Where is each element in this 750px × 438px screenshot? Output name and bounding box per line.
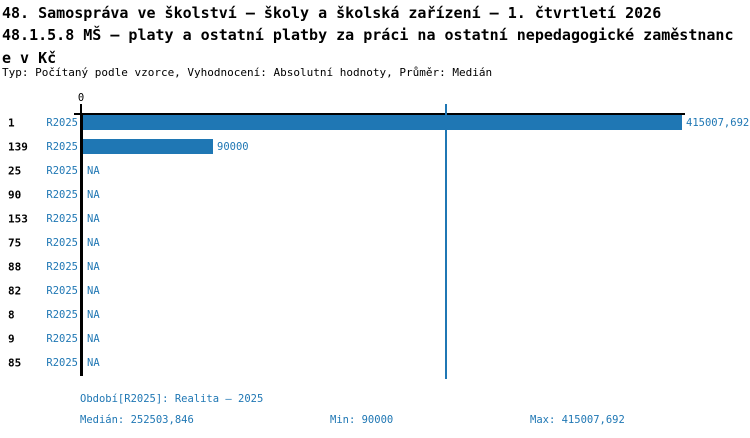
- chart-row: 8 R2025 NA: [0, 303, 750, 327]
- row-value-label: NA: [87, 333, 100, 345]
- x-axis-line: [74, 113, 685, 115]
- footer-median: Medián: 252503,846: [80, 414, 194, 426]
- chart-row: 88 R2025 NA: [0, 255, 750, 279]
- chart-row: 153 R2025 NA: [0, 207, 750, 231]
- row-category: 9: [8, 332, 15, 346]
- chart-row: 85 R2025 NA: [0, 351, 750, 375]
- row-category: 85: [8, 356, 22, 370]
- row-series-label: R2025: [46, 237, 78, 249]
- row-category: 139: [8, 140, 28, 154]
- footer-period: Období[R2025]: Realita – 2025: [80, 393, 264, 405]
- row-value-label: NA: [87, 261, 100, 273]
- chart-row: 25 R2025 NA: [0, 159, 750, 183]
- row-series-label: R2025: [46, 333, 78, 345]
- row-category: 75: [8, 236, 22, 250]
- x-axis-origin-tick: [80, 104, 82, 114]
- row-category: 90: [8, 188, 22, 202]
- footer-max: Max: 415007,692: [530, 414, 625, 426]
- row-value-label: NA: [87, 165, 100, 177]
- row-value-label: NA: [87, 237, 100, 249]
- row-value-label: NA: [87, 357, 100, 369]
- row-category: 25: [8, 164, 22, 178]
- row-category: 82: [8, 284, 22, 298]
- row-category: 8: [8, 308, 15, 322]
- median-marker-line: [445, 104, 447, 379]
- row-value-label: 90000: [217, 141, 249, 153]
- chart-row: 90 R2025 NA: [0, 183, 750, 207]
- row-value-label: NA: [87, 309, 100, 321]
- chart-row: 139 R2025 90000: [0, 135, 750, 159]
- chart-row: 75 R2025 NA: [0, 231, 750, 255]
- row-value-label: NA: [87, 285, 100, 297]
- row-category: 88: [8, 260, 22, 274]
- row-value-label: NA: [87, 189, 100, 201]
- chart-title-line3: e v Kč: [2, 49, 57, 67]
- row-series-label: R2025: [46, 357, 78, 369]
- row-bar: [83, 115, 682, 130]
- row-series-label: R2025: [46, 285, 78, 297]
- chart-row: 9 R2025 NA: [0, 327, 750, 351]
- row-bar: [83, 139, 213, 154]
- row-series-label: R2025: [46, 189, 78, 201]
- chart-row: 1 R2025 415007,692: [0, 111, 750, 135]
- row-value-label: NA: [87, 213, 100, 225]
- chart-type-subtitle: Typ: Počítaný podle vzorce, Vyhodnocení:…: [2, 66, 493, 79]
- row-series-label: R2025: [46, 165, 78, 177]
- row-series-label: R2025: [46, 213, 78, 225]
- chart-row: 82 R2025 NA: [0, 279, 750, 303]
- row-series-label: R2025: [46, 117, 78, 129]
- chart-rows: 1 R2025 415007,692 139 R2025 90000 25 R2…: [0, 111, 750, 375]
- row-series-label: R2025: [46, 261, 78, 273]
- row-series-label: R2025: [46, 309, 78, 321]
- row-value-label: 415007,692: [686, 117, 750, 129]
- chart-title-line1: 48. Samospráva ve školství – školy a ško…: [2, 4, 662, 22]
- footer-min: Min: 90000: [330, 414, 394, 426]
- row-series-label: R2025: [46, 141, 78, 153]
- chart-title-line2: 48.1.5.8 MŠ – platy a ostatní platby za …: [2, 26, 734, 44]
- row-category: 1: [8, 116, 15, 130]
- x-axis-origin-label: 0: [77, 92, 85, 104]
- y-axis-line: [80, 113, 83, 376]
- row-category: 153: [8, 212, 28, 226]
